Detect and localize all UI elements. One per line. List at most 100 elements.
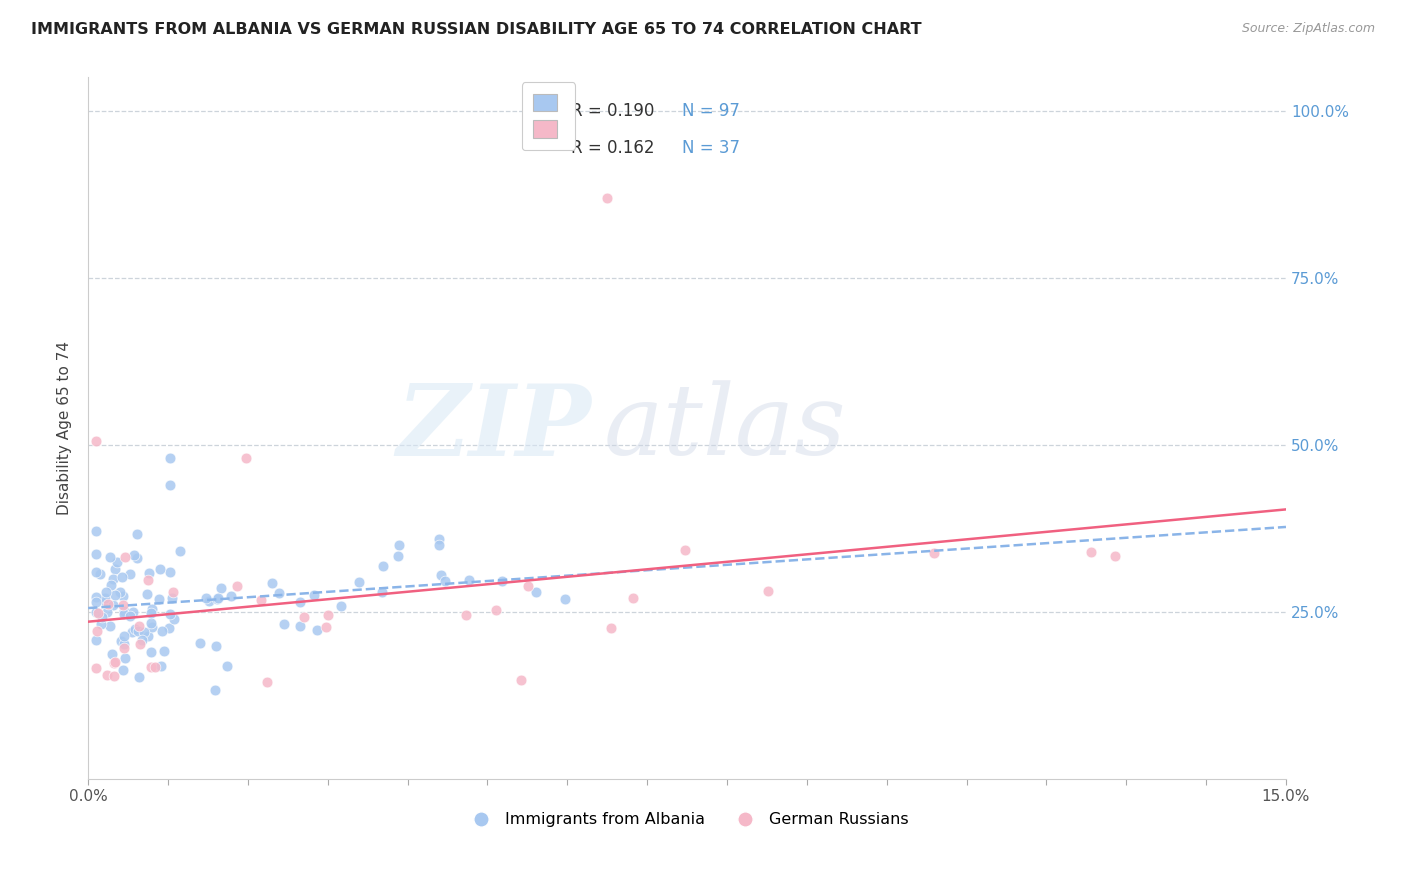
Point — [316, 608, 339, 623]
Text: atlas: atlas — [603, 380, 846, 475]
Point — [96, 668, 118, 682]
Point — [596, 191, 619, 205]
Point — [315, 619, 337, 633]
Point — [491, 574, 513, 588]
Point — [302, 588, 325, 602]
Point — [347, 574, 370, 589]
Text: Source: ZipAtlas.com: Source: ZipAtlas.com — [1241, 22, 1375, 36]
Point — [125, 526, 148, 541]
Point — [131, 632, 153, 647]
Point — [141, 602, 163, 616]
Point — [427, 538, 450, 552]
Text: IMMIGRANTS FROM ALBANIA VS GERMAN RUSSIAN DISABILITY AGE 65 TO 74 CORRELATION CH: IMMIGRANTS FROM ALBANIA VS GERMAN RUSSIA… — [31, 22, 921, 37]
Point — [524, 585, 547, 599]
Point — [112, 641, 135, 656]
Point — [159, 451, 181, 466]
Point — [93, 594, 115, 608]
Point — [124, 623, 146, 637]
Point — [148, 591, 170, 606]
Point — [162, 585, 184, 599]
Point — [516, 579, 538, 593]
Point — [484, 602, 506, 616]
Point — [118, 567, 141, 582]
Point — [105, 555, 128, 569]
Point — [307, 623, 329, 637]
Point — [387, 549, 409, 563]
Point — [111, 598, 134, 612]
Point — [141, 606, 163, 620]
Point — [84, 606, 107, 620]
Point — [139, 645, 162, 659]
Point — [159, 477, 181, 491]
Point — [84, 595, 107, 609]
Point — [150, 624, 173, 638]
Point — [454, 608, 477, 623]
Point — [94, 585, 117, 599]
Point — [103, 669, 125, 683]
Point — [430, 568, 453, 582]
Point — [111, 570, 134, 584]
Point — [149, 562, 172, 576]
Point — [112, 607, 135, 621]
Text: N = 97: N = 97 — [682, 102, 740, 120]
Point — [91, 610, 114, 624]
Point — [235, 451, 257, 466]
Point — [756, 584, 779, 599]
Point — [84, 547, 107, 561]
Point — [198, 594, 221, 608]
Point — [93, 591, 115, 605]
Point — [388, 538, 411, 552]
Point — [84, 434, 107, 449]
Point — [101, 599, 124, 613]
Point — [215, 659, 238, 673]
Point — [100, 577, 122, 591]
Point — [112, 629, 135, 643]
Point — [204, 682, 226, 697]
Point — [169, 544, 191, 558]
Point — [292, 609, 315, 624]
Point — [127, 624, 149, 638]
Point — [84, 661, 107, 675]
Text: R = 0.190: R = 0.190 — [571, 102, 654, 120]
Text: ZIP: ZIP — [396, 380, 592, 476]
Point — [457, 574, 479, 588]
Point — [621, 591, 644, 606]
Point — [159, 566, 181, 580]
Point — [509, 673, 531, 687]
Point — [104, 589, 127, 603]
Point — [112, 604, 135, 618]
Point — [104, 561, 127, 575]
Point — [256, 674, 278, 689]
Point — [250, 593, 273, 607]
Point — [427, 532, 450, 546]
Point — [138, 629, 160, 643]
Point — [129, 637, 152, 651]
Point — [110, 634, 132, 648]
Point — [138, 566, 160, 581]
Point — [143, 660, 166, 674]
Point — [433, 574, 456, 588]
Point — [96, 605, 118, 619]
Point — [121, 624, 143, 639]
Point — [1080, 545, 1102, 559]
Point — [114, 550, 136, 565]
Point — [329, 599, 352, 614]
Y-axis label: Disability Age 65 to 74: Disability Age 65 to 74 — [58, 341, 72, 515]
Point — [86, 565, 108, 579]
Point — [267, 586, 290, 600]
Text: R = 0.162: R = 0.162 — [571, 138, 654, 157]
Point — [128, 670, 150, 684]
Point — [153, 644, 176, 658]
Point — [188, 636, 211, 650]
Point — [371, 585, 394, 599]
Point — [207, 591, 229, 605]
Point — [205, 591, 228, 606]
Point — [219, 590, 242, 604]
Point — [1104, 549, 1126, 563]
Point — [225, 579, 247, 593]
Point — [136, 573, 159, 587]
Point — [273, 616, 295, 631]
Point — [114, 637, 136, 651]
Point — [290, 595, 312, 609]
Point — [160, 591, 183, 605]
